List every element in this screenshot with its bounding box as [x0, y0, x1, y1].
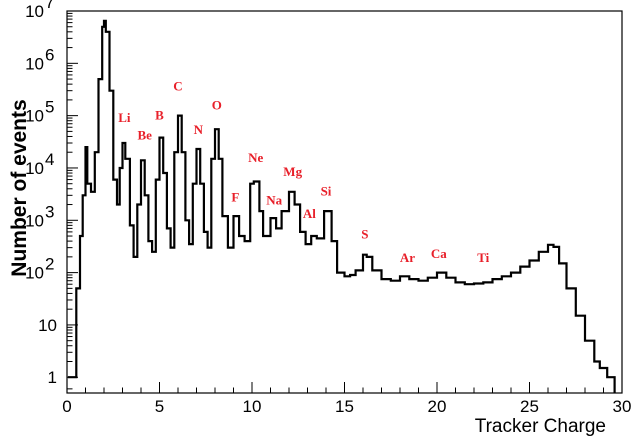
peak-label: Mg: [283, 164, 302, 179]
x-tick-label: 25: [520, 397, 539, 416]
y-tick-exponent: 6: [45, 45, 54, 64]
peak-label: N: [194, 122, 204, 137]
peak-label: C: [173, 79, 182, 94]
peak-label: Ne: [248, 150, 263, 165]
y-tick-exponent: 3: [45, 202, 54, 221]
peak-label: Na: [266, 193, 282, 208]
peak-label: B: [155, 107, 164, 122]
x-tick-label: 15: [335, 397, 354, 416]
peak-label: Li: [118, 110, 131, 125]
peak-label: Al: [303, 206, 316, 221]
y-tick-label: 10: [25, 2, 44, 21]
x-axis-title: Tracker Charge: [475, 416, 606, 437]
peak-label: Be: [137, 127, 152, 142]
x-tick-label: 20: [428, 397, 447, 416]
y-tick-label: 10: [25, 159, 44, 178]
y-tick-exponent: 2: [45, 255, 54, 274]
y-tick-label: 10: [25, 264, 44, 283]
peak-label: Si: [321, 183, 332, 198]
plot-border: [66, 10, 623, 394]
y-tick-label: 1: [48, 368, 57, 387]
peak-label: O: [212, 98, 222, 113]
series-layer: [67, 19, 616, 393]
series-line: [67, 19, 616, 393]
y-tick-exponent: 7: [45, 0, 54, 12]
y-axis-title: Number of events: [8, 99, 31, 276]
y-tick-exponent: 5: [45, 98, 54, 117]
y-tick-label: 10: [25, 107, 44, 126]
peak-label: Ar: [400, 250, 415, 265]
peak-label: F: [231, 189, 239, 204]
y-tick-label: 10: [25, 54, 44, 73]
y-tick-exponent: 4: [45, 150, 54, 169]
x-tick-label: 0: [62, 397, 71, 416]
peak-label: Ti: [477, 250, 489, 265]
x-tick-label: 30: [613, 397, 632, 416]
x-tick-label: 10: [243, 397, 262, 416]
y-tick-label: 10: [38, 316, 57, 335]
peak-label: S: [361, 226, 368, 241]
x-tick-label: 5: [155, 397, 164, 416]
plot-frame: [66, 10, 623, 394]
x-axis: 0 5 10 15 20 25 30: [62, 382, 631, 416]
y-tick-label: 10: [25, 211, 44, 230]
peak-label: Ca: [431, 246, 447, 261]
